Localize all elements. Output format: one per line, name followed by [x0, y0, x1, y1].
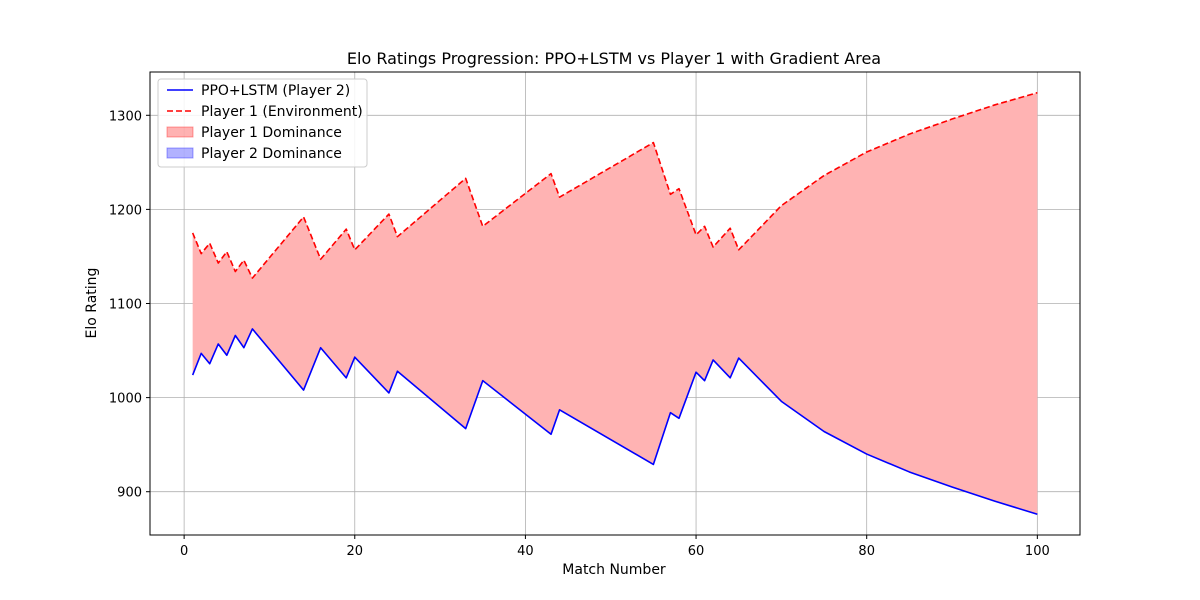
legend-swatch-area [166, 147, 194, 159]
y-tick-label: 1200 [109, 203, 142, 218]
x-tick-label: 60 [688, 544, 705, 559]
legend-swatch-area [166, 126, 194, 138]
legend-label: Player 1 (Environment) [201, 104, 363, 120]
x-tick-label: 20 [346, 544, 363, 559]
x-tick-label: 40 [517, 544, 534, 559]
x-axis-ticks: 0 20 40 60 80 100 [180, 535, 1050, 559]
legend-box [157, 78, 368, 168]
player1-line [191, 91, 1038, 279]
dominance-fill [192, 92, 1038, 515]
legend: PPO+LSTM (Player 2) Player 1 (Environment… [157, 78, 368, 168]
y-axis-ticks: 900 1000 1100 1200 1300 [109, 109, 150, 501]
x-axis-title: Match Number [562, 562, 666, 578]
player1-dominance-area [192, 92, 1038, 515]
x-tick-label: 80 [858, 544, 875, 559]
x-tick-label: 100 [1025, 544, 1050, 559]
y-tick-label: 1100 [109, 298, 142, 313]
legend-label: Player 1 Dominance [201, 125, 342, 141]
y-axis-title: Elo Rating [84, 268, 100, 339]
y-tick-label: 1300 [109, 109, 142, 124]
legend-label: Player 2 Dominance [201, 146, 342, 162]
y-tick-label: 1000 [109, 392, 142, 407]
ppo-lstm-line [191, 328, 1038, 516]
x-tick-label: 0 [180, 544, 188, 559]
legend-label: PPO+LSTM (Player 2) [201, 83, 350, 99]
chart-title: Elo Ratings Progression: PPO+LSTM vs Pla… [347, 49, 881, 68]
series-lines [191, 91, 1038, 516]
y-tick-label: 900 [117, 486, 142, 501]
